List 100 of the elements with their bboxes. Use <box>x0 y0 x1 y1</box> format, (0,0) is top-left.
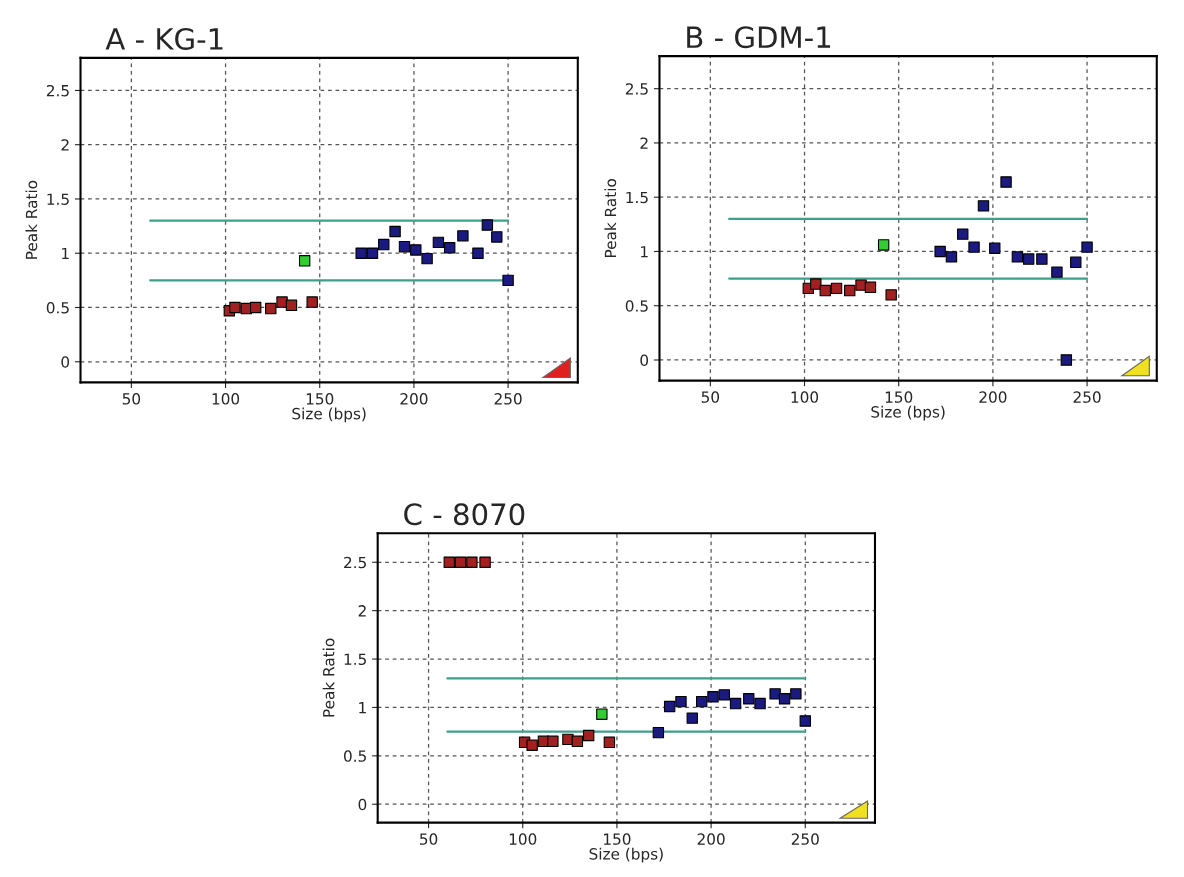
y-tick-label: 1 <box>62 247 69 260</box>
point <box>502 274 514 287</box>
point <box>945 251 958 263</box>
point <box>675 695 687 708</box>
point <box>443 556 455 568</box>
chart-title: B - GDM-1 <box>687 26 831 49</box>
y-axis-title: Peak Ratio <box>322 638 335 717</box>
chart-title: C - 8070 <box>404 503 525 526</box>
y-tick-label: 1 <box>641 246 648 258</box>
point <box>249 301 262 314</box>
point <box>603 736 616 748</box>
point <box>754 697 766 710</box>
x-tick-label: 250 <box>791 833 819 845</box>
point <box>790 688 802 700</box>
point <box>877 239 890 251</box>
point <box>547 735 559 748</box>
point <box>778 693 791 705</box>
x-tick-label: 250 <box>494 393 522 405</box>
point <box>989 242 1001 254</box>
point <box>366 247 379 259</box>
y-tick-label: 2 <box>358 605 366 617</box>
point <box>695 695 708 708</box>
point <box>1000 176 1012 188</box>
point <box>686 712 698 724</box>
y-tick-label: 2.5 <box>625 83 648 95</box>
point <box>298 255 311 267</box>
point <box>596 708 608 720</box>
point <box>855 279 867 291</box>
point <box>799 715 811 727</box>
point <box>718 689 730 701</box>
point <box>1011 251 1024 263</box>
point <box>1036 253 1048 265</box>
point <box>1081 241 1093 253</box>
x-tick-label: 100 <box>509 833 537 845</box>
point <box>410 244 422 256</box>
x-axis-title: Size (bps) <box>589 847 663 863</box>
y-tick-label: 1.5 <box>626 191 648 204</box>
y-axis-title: Peak Ratio <box>25 180 38 259</box>
point <box>454 556 467 568</box>
chart-title: A - KG-1 <box>105 27 223 50</box>
point <box>1051 266 1063 278</box>
point <box>466 556 478 568</box>
point <box>306 296 318 308</box>
x-tick-label: 50 <box>420 833 438 845</box>
x-tick-label: 200 <box>697 833 725 845</box>
y-tick-label: 0 <box>61 356 70 368</box>
point <box>957 228 969 240</box>
x-tick-label: 250 <box>1073 391 1101 403</box>
point <box>479 556 491 568</box>
point <box>934 245 946 258</box>
point <box>421 252 433 265</box>
x-tick-label: 50 <box>701 391 720 403</box>
y-tick-label: 1 <box>359 702 366 714</box>
point <box>844 284 856 297</box>
point <box>707 691 719 703</box>
point <box>819 284 831 297</box>
point <box>652 726 665 739</box>
point <box>810 278 822 290</box>
point <box>443 242 456 254</box>
point <box>432 236 445 249</box>
point <box>977 200 990 212</box>
x-tick-label: 100 <box>212 393 240 405</box>
y-axis-title: Peak Ratio <box>604 179 617 258</box>
point <box>481 219 494 231</box>
point <box>830 282 843 295</box>
y-tick-label: 0.5 <box>343 750 366 762</box>
point <box>285 299 298 312</box>
point <box>1022 253 1035 265</box>
point <box>355 247 367 259</box>
point <box>864 281 877 293</box>
point <box>729 697 742 710</box>
point <box>526 739 538 751</box>
y-tick-label: 2 <box>61 139 69 151</box>
x-tick-label: 200 <box>979 391 1007 403</box>
y-tick-label: 2 <box>640 137 648 149</box>
point <box>571 735 584 748</box>
point <box>582 729 595 742</box>
point <box>1070 256 1082 269</box>
point <box>491 231 503 243</box>
x-tick-label: 50 <box>122 393 141 405</box>
y-tick-label: 2.5 <box>46 84 69 97</box>
point <box>885 289 897 301</box>
point <box>743 693 755 705</box>
x-tick-label: 150 <box>306 393 334 405</box>
y-tick-label: 0.5 <box>46 301 69 314</box>
y-tick-label: 0.5 <box>625 300 648 312</box>
point <box>663 700 676 713</box>
point <box>457 230 469 242</box>
y-tick-label: 0 <box>640 354 649 367</box>
x-tick-label: 200 <box>400 393 428 405</box>
x-axis-title: Size (bps) <box>871 405 945 421</box>
point <box>398 241 411 253</box>
point <box>968 241 980 253</box>
y-tick-label: 1.5 <box>47 193 69 205</box>
point <box>229 301 241 314</box>
point <box>378 238 390 251</box>
point <box>769 688 781 700</box>
x-tick-label: 100 <box>791 391 819 403</box>
x-tick-label: 150 <box>604 833 631 845</box>
x-tick-label: 150 <box>885 391 913 403</box>
